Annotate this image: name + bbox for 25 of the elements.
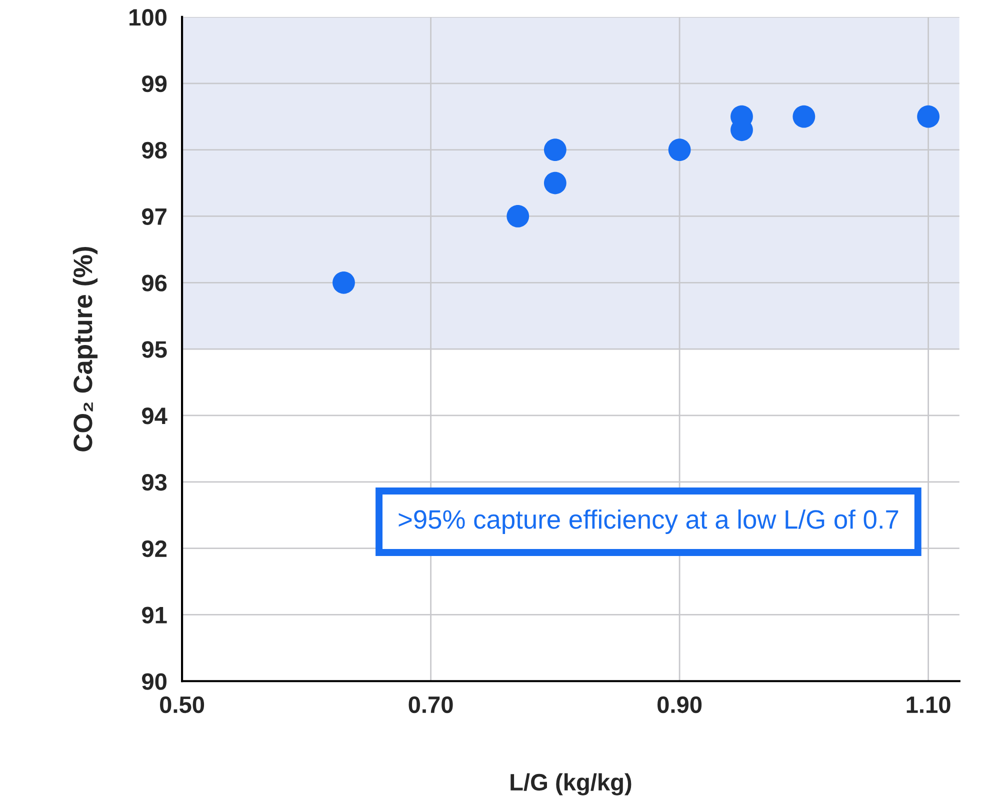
y-tick-label: 93	[142, 474, 167, 491]
y-tick-label: 90	[142, 673, 166, 690]
x-tick-label: 0.70	[408, 696, 453, 714]
y-axis-title: CO₂ Capture (%)	[72, 247, 98, 452]
x-tick-label: 0.90	[658, 696, 702, 714]
x-tick-label: 1.10	[906, 696, 950, 714]
point	[668, 138, 691, 161]
y-tick-label: 92	[142, 540, 167, 558]
y-tick-label: 91	[142, 606, 167, 624]
y-tick-label: 97	[142, 208, 166, 226]
x-axis-title: L/G (kg/kg)	[510, 773, 632, 796]
y-tick-label: 99	[142, 75, 167, 92]
point	[917, 105, 940, 128]
point	[544, 172, 566, 194]
point	[332, 271, 355, 294]
y-tick-label: 96	[142, 274, 167, 292]
y-tick-label: 98	[142, 142, 167, 159]
y-tick-label: 100	[130, 9, 166, 26]
y-tick-label: 95	[142, 341, 167, 358]
point	[544, 138, 566, 161]
x-tick-label: 0.50	[160, 696, 204, 714]
point	[792, 105, 816, 128]
y-tick-label: 94	[142, 408, 168, 424]
annotation: >95% capture efficiency at a low L/G of 0.7	[398, 509, 898, 534]
point	[506, 205, 530, 228]
